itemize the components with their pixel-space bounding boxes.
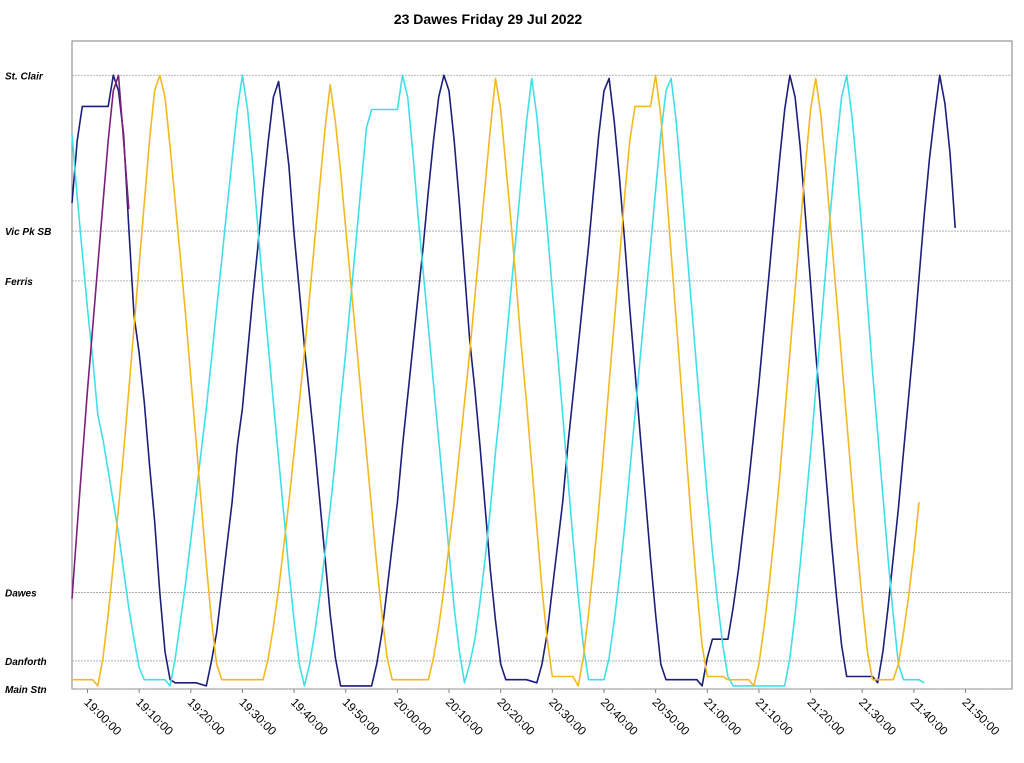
y-label-dawes: Dawes (5, 588, 37, 599)
x-tick-label: 21:40:00 (908, 695, 951, 738)
x-axis-tick-labels: 19:00:00 19:10:00 19:20:00 19:30:00 19:40:00… (81, 689, 1003, 738)
series-line-3 (72, 74, 920, 687)
y-label-ferris: Ferris (5, 277, 33, 288)
x-tick-label: 19:00:00 (81, 695, 124, 738)
series-layer (71, 74, 956, 687)
y-label-st-clair: St. Clair (5, 71, 44, 82)
x-tick-label: 20:20:00 (495, 695, 538, 738)
x-tick-label: 21:00:00 (701, 695, 744, 738)
series-line-1 (71, 74, 956, 687)
x-tick-label: 21:10:00 (753, 695, 796, 738)
x-tick-label: 20:30:00 (546, 695, 589, 738)
x-tick-label: 20:40:00 (598, 695, 641, 738)
x-tick-label: 21:50:00 (959, 695, 1002, 738)
y-label-danforth: Danforth (5, 657, 47, 668)
y-label-vic-pk-sb: Vic Pk SB (5, 227, 51, 238)
y-axis-labels: Main Stn Danforth Dawes Ferris Vic Pk SB St. … (5, 71, 51, 696)
x-tick-label: 19:10:00 (133, 695, 176, 738)
x-tick-label: 19:20:00 (185, 695, 228, 738)
x-tick-label: 21:30:00 (856, 695, 899, 738)
x-tick-label: 20:00:00 (391, 695, 434, 738)
x-tick-label: 19:30:00 (236, 695, 279, 738)
x-tick-label: 19:50:00 (340, 695, 383, 738)
y-label-main-stn: Main Stn (5, 685, 47, 696)
x-tick-label: 21:20:00 (804, 695, 847, 738)
x-tick-label: 19:40:00 (288, 695, 331, 738)
chart-title: 23 Dawes Friday 29 Jul 2022 (394, 11, 583, 27)
x-tick-label: 20:50:00 (650, 695, 693, 738)
x-tick-label: 20:10:00 (443, 695, 486, 738)
series-line-4 (71, 74, 130, 599)
grid-layer (72, 74, 1012, 690)
series-line-2 (71, 74, 925, 687)
